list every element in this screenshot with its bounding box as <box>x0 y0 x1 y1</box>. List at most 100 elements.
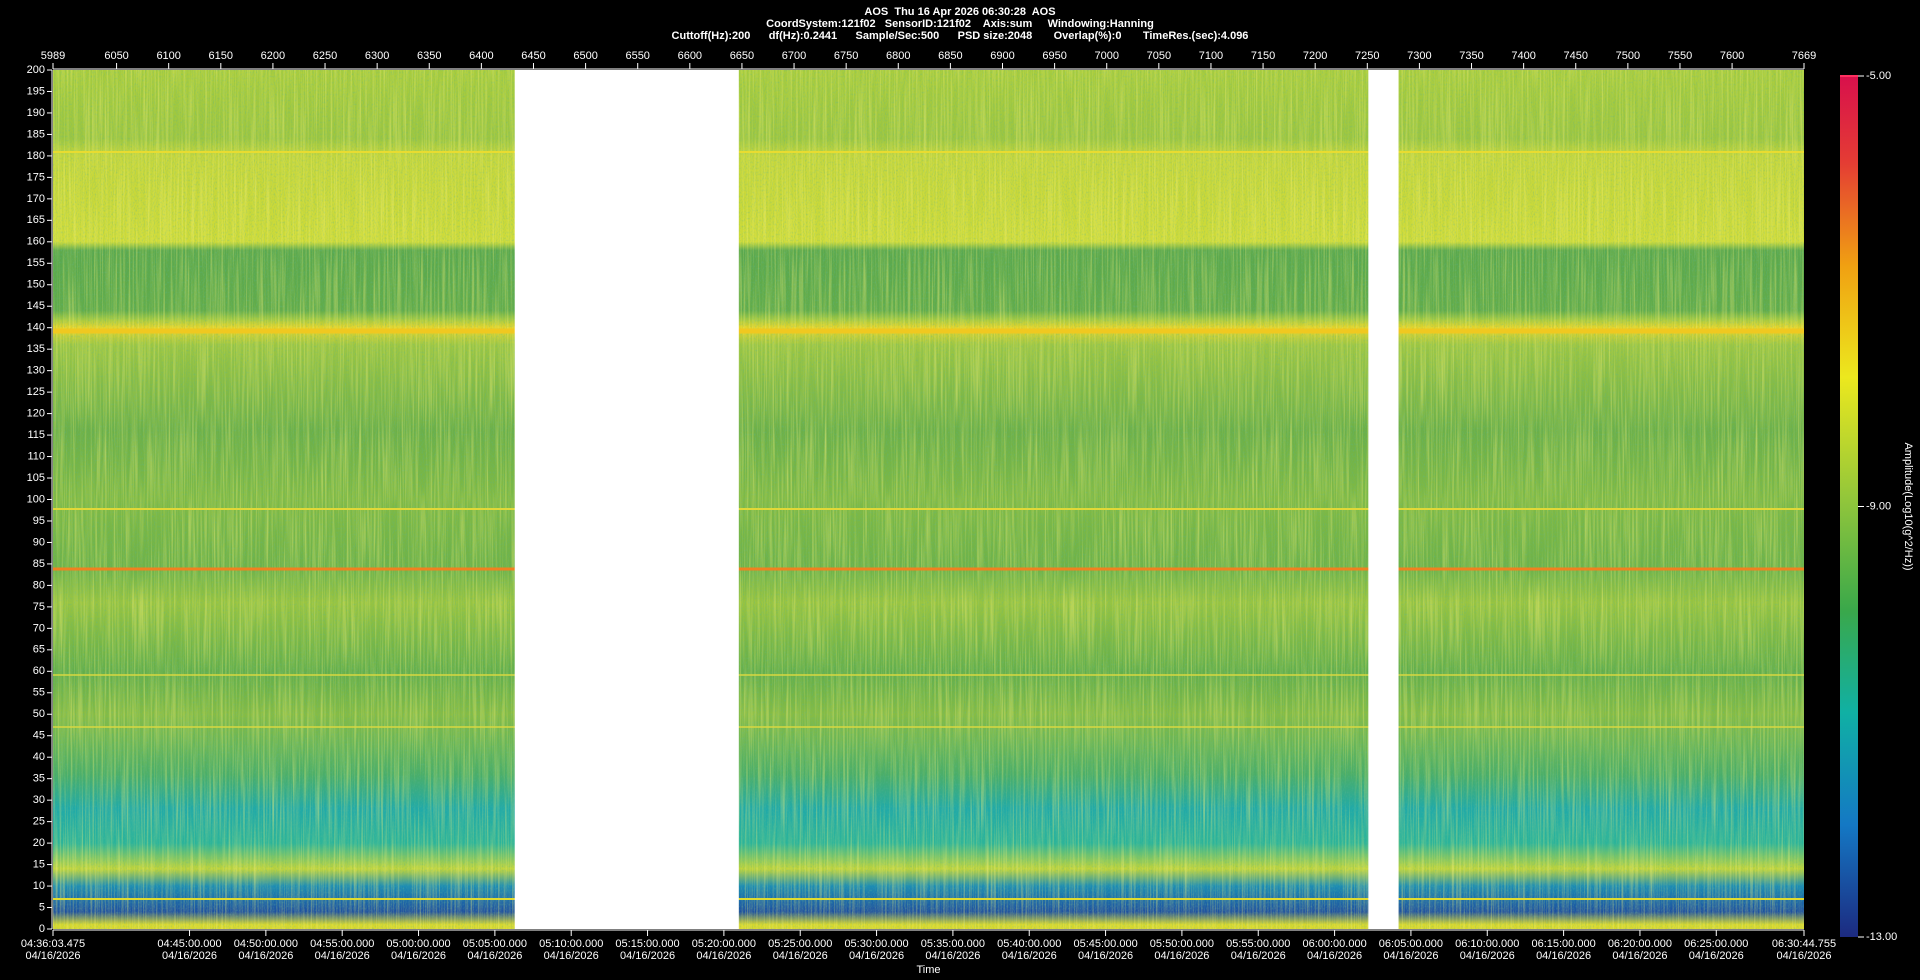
x-tick-label: 7400 <box>1511 50 1535 62</box>
x-tick-label: 7500 <box>1616 50 1640 62</box>
x-tick-label: 6650 <box>730 50 754 62</box>
x-tick-label: 6950 <box>1042 50 1066 62</box>
x-tick-label: 6250 <box>313 50 337 62</box>
time-tick-label: 05:55:00.000 <box>1226 938 1290 950</box>
header-line: Cuttoff(Hz):200 df(Hz):0.2441 Sample/Sec… <box>672 30 1249 42</box>
time-tick-date: 04/16/2026 <box>1078 950 1133 962</box>
x-tick-label: 6550 <box>625 50 649 62</box>
time-tick-label: 05:50:00.000 <box>1150 938 1214 950</box>
y-tick-label: 95 <box>33 515 45 527</box>
time-tick-date: 04/16/2026 <box>315 950 370 962</box>
plot-area <box>53 70 1804 929</box>
x-tick-label: 6450 <box>521 50 545 62</box>
x-tick-label: 6150 <box>209 50 233 62</box>
time-tick-date: 04/16/2026 <box>544 950 599 962</box>
x-tick-label: 7550 <box>1668 50 1692 62</box>
y-tick-label: 15 <box>33 858 45 870</box>
time-tick-label: 06:20:00.000 <box>1608 938 1672 950</box>
x-tick-label: 7250 <box>1355 50 1379 62</box>
y-tick-label: 90 <box>33 536 45 548</box>
time-tick-label: 06:10:00.000 <box>1455 938 1519 950</box>
colorbar <box>1840 76 1858 937</box>
time-tick-date: 04/16/2026 <box>1612 950 1667 962</box>
y-tick-label: 30 <box>33 794 45 806</box>
y-tick-label: 150 <box>27 279 45 291</box>
time-tick-label: 05:40:00.000 <box>997 938 1061 950</box>
x-tick-label: 7200 <box>1303 50 1327 62</box>
x-tick-label: 6900 <box>990 50 1014 62</box>
y-tick-label: 80 <box>33 579 45 591</box>
time-tick-date: 04/16/2026 <box>849 950 904 962</box>
x-tick-label: 6850 <box>938 50 962 62</box>
x-tick-label: 6800 <box>886 50 910 62</box>
y-tick-label: 140 <box>27 322 45 334</box>
x-tick-label: 6300 <box>365 50 389 62</box>
x-tick-label: 7350 <box>1459 50 1483 62</box>
time-tick-date: 04/16/2026 <box>1002 950 1057 962</box>
time-tick-label: 05:30:00.000 <box>844 938 908 950</box>
x-tick-label: 7100 <box>1199 50 1223 62</box>
colorbar-label: Amplitude(Log10(g^2/Hz)) <box>1902 442 1914 570</box>
y-tick-label: 65 <box>33 644 45 656</box>
x-tick-label: 6100 <box>156 50 180 62</box>
y-tick-label: 160 <box>27 236 45 248</box>
x-tick-label: 6500 <box>573 50 597 62</box>
x-tick-label: 7000 <box>1094 50 1118 62</box>
y-tick-label: 190 <box>27 107 45 119</box>
y-tick-label: 120 <box>27 408 45 420</box>
time-tick-label: 04:45:00.000 <box>157 938 221 950</box>
time-tick-date: 04/16/2026 <box>1776 950 1831 962</box>
time-tick-label: 06:30:44.755 <box>1772 938 1836 950</box>
y-tick-label: 125 <box>27 386 45 398</box>
time-tick-label: 05:15:00.000 <box>615 938 679 950</box>
x-tick-label: 7450 <box>1564 50 1588 62</box>
data-gap <box>1368 70 1399 929</box>
y-tick-label: 130 <box>27 365 45 377</box>
y-tick-label: 105 <box>27 472 45 484</box>
time-tick-label: 06:00:00.000 <box>1302 938 1366 950</box>
time-tick-label: 05:05:00.000 <box>463 938 527 950</box>
time-tick-label: 06:15:00.000 <box>1531 938 1595 950</box>
time-tick-label: 04:36:03.475 <box>21 938 85 950</box>
time-tick-date: 04/16/2026 <box>391 950 446 962</box>
x-tick-label: 6350 <box>417 50 441 62</box>
time-tick-date: 04/16/2026 <box>1536 950 1591 962</box>
data-gap <box>514 70 739 929</box>
x-tick-label: 6700 <box>782 50 806 62</box>
colorbar-tick-label: -9.00 <box>1866 500 1891 512</box>
time-tick-date: 04/16/2026 <box>238 950 293 962</box>
y-tick-label: 110 <box>27 450 45 462</box>
time-tick-date: 04/16/2026 <box>1460 950 1515 962</box>
time-tick-date: 04/16/2026 <box>1307 950 1362 962</box>
time-tick-label: 04:55:00.000 <box>310 938 374 950</box>
spectrum-streaks <box>53 70 1804 929</box>
y-tick-label: 115 <box>27 429 45 441</box>
y-tick-label: 170 <box>27 193 45 205</box>
time-tick-label: 05:10:00.000 <box>539 938 603 950</box>
y-tick-label: 70 <box>33 622 45 634</box>
time-tick-label: 05:20:00.000 <box>692 938 756 950</box>
time-tick-label: 05:00:00.000 <box>386 938 450 950</box>
time-tick-label: 05:25:00.000 <box>768 938 832 950</box>
y-tick-label: 20 <box>33 837 45 849</box>
tonal-lines <box>53 151 1804 900</box>
time-tick-label: 05:35:00.000 <box>921 938 985 950</box>
header-line: CoordSystem:121f02 SensorID:121f02 Axis:… <box>766 18 1154 30</box>
y-tick-label: 35 <box>33 773 45 785</box>
x-tick-label: 7150 <box>1251 50 1275 62</box>
y-tick-label: 5 <box>39 901 45 913</box>
y-tick-label: 85 <box>33 558 45 570</box>
y-tick-label: 195 <box>27 85 45 97</box>
time-tick-label: 04:50:00.000 <box>234 938 298 950</box>
x-tick-label: 6200 <box>261 50 285 62</box>
y-tick-label: 55 <box>33 687 45 699</box>
time-tick-date: 04/16/2026 <box>467 950 522 962</box>
x-axis-label: Time <box>916 964 940 976</box>
y-tick-label: 50 <box>33 708 45 720</box>
y-tick-label: 185 <box>27 128 45 140</box>
time-tick-date: 04/16/2026 <box>773 950 828 962</box>
time-tick-label: 05:45:00.000 <box>1073 938 1137 950</box>
x-tick-label: 7050 <box>1147 50 1171 62</box>
y-tick-label: 175 <box>27 171 45 183</box>
y-tick-label: 135 <box>27 343 45 355</box>
